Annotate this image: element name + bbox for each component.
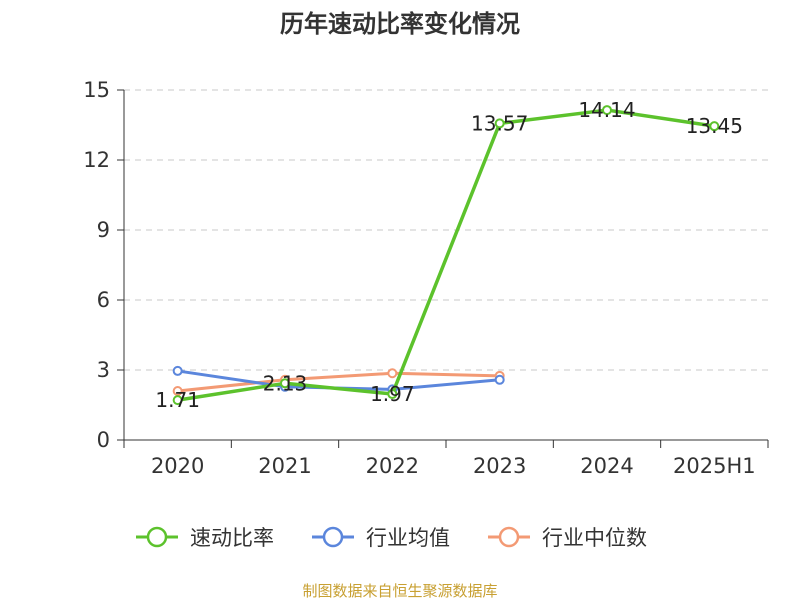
data-point[interactable] [172, 386, 183, 396]
data-label: 13.45 [686, 114, 743, 138]
x-tick-label: 2020 [151, 454, 204, 478]
legend-label: 行业中位数 [542, 526, 647, 550]
data-point[interactable] [387, 368, 398, 379]
source-note: 制图数据来自恒生聚源数据库 [302, 582, 497, 600]
y-tick-label: 6 [97, 288, 110, 312]
legend-item-1[interactable]: 行业均值 [312, 526, 450, 550]
legend-item-0[interactable]: 速动比率 [136, 526, 274, 550]
data-point[interactable] [172, 395, 183, 406]
x-tick-label: 2023 [473, 454, 526, 478]
data-labels: 1.71 2.13 1.97 13.57 14.14 13.45 [155, 98, 743, 412]
legend-label: 速动比率 [190, 526, 274, 550]
legend-marker-icon [146, 526, 168, 548]
legend-item-2[interactable]: 行业中位数 [488, 526, 647, 550]
data-point[interactable] [387, 389, 398, 400]
series-group [172, 105, 720, 406]
legend-marker-icon [322, 526, 344, 548]
data-point[interactable] [602, 105, 612, 116]
data-point[interactable] [280, 378, 290, 389]
legend[interactable]: 速动比率 行业均值 行业中位数 [136, 526, 647, 550]
x-tick-label: 2021 [258, 454, 311, 478]
data-point[interactable] [172, 365, 183, 376]
y-tick-label: 0 [97, 428, 110, 452]
legend-label: 行业均值 [366, 526, 450, 550]
data-label: 1.71 [155, 388, 200, 412]
y-tick-label: 12 [83, 148, 110, 172]
data-point[interactable] [494, 118, 505, 129]
grid-lines [124, 89, 768, 371]
data-label: 2.13 [263, 371, 308, 395]
data-label: 1.97 [370, 382, 415, 406]
data-label: 14.14 [578, 98, 635, 122]
chart-title: 历年速动比率变化情况 [280, 10, 520, 38]
data-point[interactable] [709, 121, 720, 132]
x-tick-label: 2025H1 [673, 454, 756, 478]
y-tick-label: 15 [83, 78, 110, 102]
x-tick-label: 2024 [580, 454, 633, 478]
series-line-2 [177, 371, 500, 393]
y-tick-label: 3 [97, 358, 110, 382]
data-label: 13.57 [471, 111, 528, 135]
data-point[interactable] [494, 374, 505, 385]
x-tick-label: 2022 [366, 454, 419, 478]
y-tick-label: 9 [97, 218, 110, 242]
axes: 0 3 6 9 12 15 2020 2021 2022 2023 2024 2025H1 [83, 78, 769, 478]
series-line-0 [177, 108, 715, 402]
legend-marker-icon [498, 526, 520, 548]
